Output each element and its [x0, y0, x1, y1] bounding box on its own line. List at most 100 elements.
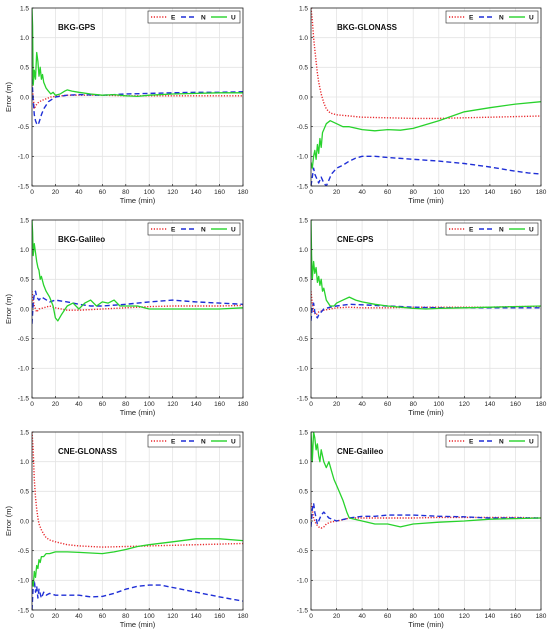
x-tick-label: 40 [75, 189, 83, 196]
y-tick-label: -1.0 [18, 366, 30, 373]
y-tick-label: 0.0 [299, 306, 308, 313]
x-axis-label: Time (min) [408, 196, 444, 205]
x-tick-label: 60 [99, 401, 107, 408]
chart-title: BKG-GLONASS [337, 23, 398, 32]
series-line-N [32, 79, 243, 126]
y-tick-label: -0.5 [18, 336, 30, 343]
x-tick-label: 100 [433, 189, 444, 196]
x-tick-label: 0 [309, 613, 313, 620]
y-axis-label: Error (m) [4, 82, 13, 112]
x-tick-label: 100 [144, 189, 155, 196]
legend-label-U: U [529, 15, 534, 22]
y-tick-label: 1.5 [20, 5, 29, 12]
x-tick-label: 180 [536, 613, 547, 620]
x-tick-label: 180 [238, 613, 249, 620]
legend-label-N: N [499, 15, 504, 22]
y-tick-label: 1.5 [20, 217, 29, 224]
series-line-N [311, 155, 541, 186]
x-tick-label: 120 [167, 613, 178, 620]
x-tick-label: 100 [144, 613, 155, 620]
x-tick-label: 0 [30, 613, 34, 620]
x-tick-label: 40 [358, 401, 366, 408]
x-tick-label: 120 [459, 613, 470, 620]
y-tick-label: 0.0 [20, 518, 29, 525]
y-tick-label: 1.0 [20, 35, 29, 42]
x-tick-label: 60 [384, 401, 392, 408]
y-tick-label: 1.5 [20, 429, 29, 436]
x-tick-label: 20 [52, 613, 60, 620]
y-tick-label: 0.0 [299, 518, 308, 525]
x-tick-label: 120 [167, 189, 178, 196]
series-line-E [32, 432, 243, 548]
y-tick-label: -0.5 [297, 336, 309, 343]
x-tick-label: 140 [484, 189, 495, 196]
x-tick-label: 180 [238, 401, 249, 408]
y-tick-label: -1.0 [297, 366, 309, 373]
legend-label-U: U [231, 439, 236, 446]
x-tick-label: 100 [433, 401, 444, 408]
x-tick-label: 40 [358, 189, 366, 196]
legend-label-N: N [499, 227, 504, 234]
series-line-N [311, 302, 541, 321]
chart-title: BKG-GPS [58, 23, 96, 32]
x-tick-label: 140 [191, 613, 202, 620]
legend-label-U: U [231, 15, 236, 22]
y-tick-label: 0.5 [20, 65, 29, 72]
y-tick-label: 1.5 [299, 217, 308, 224]
y-tick-label: 0.5 [20, 489, 29, 496]
x-tick-label: 180 [238, 189, 249, 196]
legend-label-E: E [469, 15, 474, 22]
x-tick-label: 160 [510, 401, 521, 408]
x-axis-label: Time (min) [408, 408, 444, 417]
x-tick-label: 0 [309, 189, 313, 196]
x-tick-label: 40 [358, 613, 366, 620]
y-tick-label: -1.5 [297, 395, 309, 402]
x-axis-label: Time (min) [120, 620, 156, 629]
y-axis-label: Error (m) [4, 506, 13, 536]
y-tick-label: 0.5 [20, 277, 29, 284]
chart-panel-6: 0 20 40 60 80 100 120 140 160 180 -1.5 -1.0 -0.5 0.0 0… [297, 429, 547, 629]
x-tick-label: 160 [214, 189, 225, 196]
x-tick-label: 80 [122, 613, 130, 620]
x-tick-label: 100 [433, 613, 444, 620]
chart-panel-5: 0 20 40 60 80 100 120 140 160 180 -1.5 -1.0 -0.5 0.0 0… [4, 429, 249, 629]
y-tick-label: 1.0 [299, 35, 308, 42]
chart-title: CNE-GPS [337, 235, 374, 244]
x-tick-label: 160 [214, 613, 225, 620]
x-tick-label: 80 [410, 401, 418, 408]
x-tick-label: 60 [99, 613, 107, 620]
y-tick-label: 0.0 [20, 306, 29, 313]
x-tick-label: 100 [144, 401, 155, 408]
x-tick-label: 140 [484, 401, 495, 408]
y-tick-label: -1.5 [18, 183, 30, 190]
series-line-U [311, 432, 541, 528]
x-tick-label: 180 [536, 401, 547, 408]
series-line-E [311, 8, 541, 120]
chart-panel-3: 0 20 40 60 80 100 120 140 160 180 -1.5 -1.0 -0.5 0.0 0… [4, 217, 249, 417]
chart-panel-2: 0 20 40 60 80 100 120 140 160 180 -1.5 -1.0 -0.5 0.0 0… [297, 5, 547, 205]
series-line-U [311, 101, 541, 169]
x-tick-label: 0 [30, 401, 34, 408]
x-tick-label: 160 [510, 613, 521, 620]
y-tick-label: 1.0 [20, 247, 29, 254]
y-axis-label: Error (m) [4, 294, 13, 324]
x-tick-label: 160 [214, 401, 225, 408]
legend-label-N: N [499, 439, 504, 446]
y-tick-label: 1.5 [299, 429, 308, 436]
x-tick-label: 120 [459, 401, 470, 408]
y-tick-label: 0.0 [20, 94, 29, 101]
x-tick-label: 80 [410, 613, 418, 620]
x-tick-label: 60 [384, 189, 392, 196]
y-tick-label: -1.0 [297, 578, 309, 585]
x-tick-label: 120 [459, 189, 470, 196]
y-tick-label: 1.0 [299, 459, 308, 466]
x-tick-label: 140 [191, 189, 202, 196]
y-tick-label: 0.5 [299, 65, 308, 72]
x-tick-label: 40 [75, 401, 83, 408]
x-axis-label: Time (min) [120, 408, 156, 417]
x-tick-label: 180 [536, 189, 547, 196]
